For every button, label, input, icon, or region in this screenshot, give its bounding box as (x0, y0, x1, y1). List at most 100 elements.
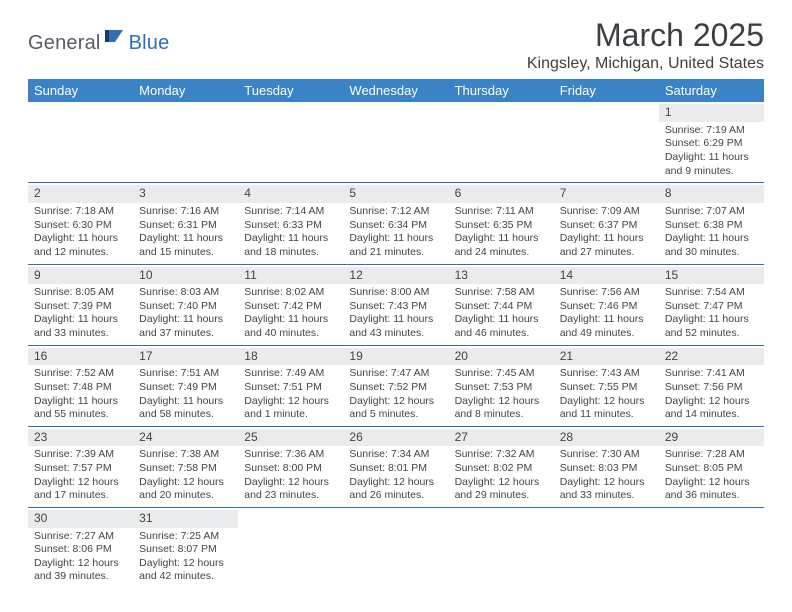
day-cell (343, 508, 448, 588)
calendar-cell: 25Sunrise: 7:36 AMSunset: 8:00 PMDayligh… (238, 426, 343, 507)
day-cell (28, 102, 133, 182)
day-cell: 10Sunrise: 8:03 AMSunset: 7:40 PMDayligh… (133, 265, 238, 345)
calendar-cell: 3Sunrise: 7:16 AMSunset: 6:31 PMDaylight… (133, 183, 238, 264)
sunset-line: Sunset: 7:48 PM (34, 381, 127, 395)
calendar-row: 2Sunrise: 7:18 AMSunset: 6:30 PMDaylight… (28, 183, 764, 264)
day-cell (659, 508, 764, 588)
sunset-line: Sunset: 6:29 PM (665, 137, 758, 151)
calendar-cell: 16Sunrise: 7:52 AMSunset: 7:48 PMDayligh… (28, 345, 133, 426)
daylight-line: Daylight: 11 hours and 40 minutes. (244, 313, 337, 340)
daylight-line: Daylight: 11 hours and 9 minutes. (665, 151, 758, 178)
calendar-cell (449, 102, 554, 183)
daylight-line: Daylight: 11 hours and 46 minutes. (455, 313, 548, 340)
calendar-cell (554, 102, 659, 183)
sunset-line: Sunset: 8:05 PM (665, 462, 758, 476)
day-number: 1 (659, 104, 764, 122)
sunrise-line: Sunrise: 7:18 AM (34, 205, 127, 219)
sunrise-line: Sunrise: 7:19 AM (665, 124, 758, 138)
day-cell: 23Sunrise: 7:39 AMSunset: 7:57 PMDayligh… (28, 427, 133, 507)
day-number: 21 (554, 348, 659, 366)
sunset-line: Sunset: 7:55 PM (560, 381, 653, 395)
sunset-line: Sunset: 6:37 PM (560, 219, 653, 233)
day-number: 25 (238, 429, 343, 447)
day-number: 3 (133, 185, 238, 203)
calendar-cell: 10Sunrise: 8:03 AMSunset: 7:40 PMDayligh… (133, 264, 238, 345)
calendar-table: Sunday Monday Tuesday Wednesday Thursday… (28, 79, 764, 588)
daylight-line: Daylight: 12 hours and 1 minute. (244, 395, 337, 422)
calendar-cell (659, 507, 764, 588)
calendar-cell: 2Sunrise: 7:18 AMSunset: 6:30 PMDaylight… (28, 183, 133, 264)
day-cell: 18Sunrise: 7:49 AMSunset: 7:51 PMDayligh… (238, 346, 343, 426)
day-number: 16 (28, 348, 133, 366)
day-cell: 29Sunrise: 7:28 AMSunset: 8:05 PMDayligh… (659, 427, 764, 507)
logo-text-blue: Blue (129, 32, 170, 55)
title-block: March 2025 Kingsley, Michigan, United St… (527, 18, 764, 73)
day-cell: 3Sunrise: 7:16 AMSunset: 6:31 PMDaylight… (133, 183, 238, 263)
calendar-cell: 26Sunrise: 7:34 AMSunset: 8:01 PMDayligh… (343, 426, 448, 507)
day-cell: 30Sunrise: 7:27 AMSunset: 8:06 PMDayligh… (28, 508, 133, 588)
day-number: 24 (133, 429, 238, 447)
sunrise-line: Sunrise: 7:09 AM (560, 205, 653, 219)
day-cell (449, 102, 554, 182)
day-number: 6 (449, 185, 554, 203)
month-title: March 2025 (527, 18, 764, 53)
daylight-line: Daylight: 12 hours and 29 minutes. (455, 476, 548, 503)
calendar-row: 23Sunrise: 7:39 AMSunset: 7:57 PMDayligh… (28, 426, 764, 507)
day-cell: 24Sunrise: 7:38 AMSunset: 7:58 PMDayligh… (133, 427, 238, 507)
day-cell: 6Sunrise: 7:11 AMSunset: 6:35 PMDaylight… (449, 183, 554, 263)
daylight-line: Daylight: 11 hours and 49 minutes. (560, 313, 653, 340)
sunrise-line: Sunrise: 7:45 AM (455, 367, 548, 381)
calendar-row: 16Sunrise: 7:52 AMSunset: 7:48 PMDayligh… (28, 345, 764, 426)
sunset-line: Sunset: 8:07 PM (139, 543, 232, 557)
day-cell (343, 102, 448, 182)
sunrise-line: Sunrise: 7:34 AM (349, 448, 442, 462)
day-number: 13 (449, 267, 554, 285)
sunset-line: Sunset: 6:38 PM (665, 219, 758, 233)
calendar-cell: 5Sunrise: 7:12 AMSunset: 6:34 PMDaylight… (343, 183, 448, 264)
day-number: 4 (238, 185, 343, 203)
daylight-line: Daylight: 12 hours and 20 minutes. (139, 476, 232, 503)
day-header: Thursday (449, 79, 554, 102)
day-header: Friday (554, 79, 659, 102)
logo: General Blue (28, 18, 169, 55)
daylight-line: Daylight: 11 hours and 58 minutes. (139, 395, 232, 422)
day-cell: 16Sunrise: 7:52 AMSunset: 7:48 PMDayligh… (28, 346, 133, 426)
day-cell: 5Sunrise: 7:12 AMSunset: 6:34 PMDaylight… (343, 183, 448, 263)
calendar-cell: 18Sunrise: 7:49 AMSunset: 7:51 PMDayligh… (238, 345, 343, 426)
daylight-line: Daylight: 12 hours and 39 minutes. (34, 557, 127, 584)
sunset-line: Sunset: 6:34 PM (349, 219, 442, 233)
calendar-cell: 27Sunrise: 7:32 AMSunset: 8:02 PMDayligh… (449, 426, 554, 507)
logo-text-general: General (28, 32, 101, 55)
daylight-line: Daylight: 11 hours and 27 minutes. (560, 232, 653, 259)
sunrise-line: Sunrise: 7:38 AM (139, 448, 232, 462)
sunset-line: Sunset: 8:03 PM (560, 462, 653, 476)
daylight-line: Daylight: 11 hours and 33 minutes. (34, 313, 127, 340)
sunrise-line: Sunrise: 7:30 AM (560, 448, 653, 462)
sunrise-line: Sunrise: 7:41 AM (665, 367, 758, 381)
day-number: 29 (659, 429, 764, 447)
sunset-line: Sunset: 7:46 PM (560, 300, 653, 314)
day-cell (449, 508, 554, 588)
sunset-line: Sunset: 7:53 PM (455, 381, 548, 395)
calendar-cell (28, 102, 133, 183)
daylight-line: Daylight: 12 hours and 36 minutes. (665, 476, 758, 503)
calendar-cell (238, 507, 343, 588)
day-number: 10 (133, 267, 238, 285)
calendar-cell (238, 102, 343, 183)
calendar-head: Sunday Monday Tuesday Wednesday Thursday… (28, 79, 764, 102)
day-number: 5 (343, 185, 448, 203)
day-number: 7 (554, 185, 659, 203)
day-number: 26 (343, 429, 448, 447)
calendar-cell: 6Sunrise: 7:11 AMSunset: 6:35 PMDaylight… (449, 183, 554, 264)
sunset-line: Sunset: 7:56 PM (665, 381, 758, 395)
calendar-cell: 29Sunrise: 7:28 AMSunset: 8:05 PMDayligh… (659, 426, 764, 507)
sunrise-line: Sunrise: 8:00 AM (349, 286, 442, 300)
daylight-line: Daylight: 11 hours and 55 minutes. (34, 395, 127, 422)
sunset-line: Sunset: 7:58 PM (139, 462, 232, 476)
calendar-cell: 15Sunrise: 7:54 AMSunset: 7:47 PMDayligh… (659, 264, 764, 345)
sunset-line: Sunset: 7:51 PM (244, 381, 337, 395)
calendar-cell: 22Sunrise: 7:41 AMSunset: 7:56 PMDayligh… (659, 345, 764, 426)
calendar-cell (343, 507, 448, 588)
day-number: 28 (554, 429, 659, 447)
sunrise-line: Sunrise: 8:03 AM (139, 286, 232, 300)
